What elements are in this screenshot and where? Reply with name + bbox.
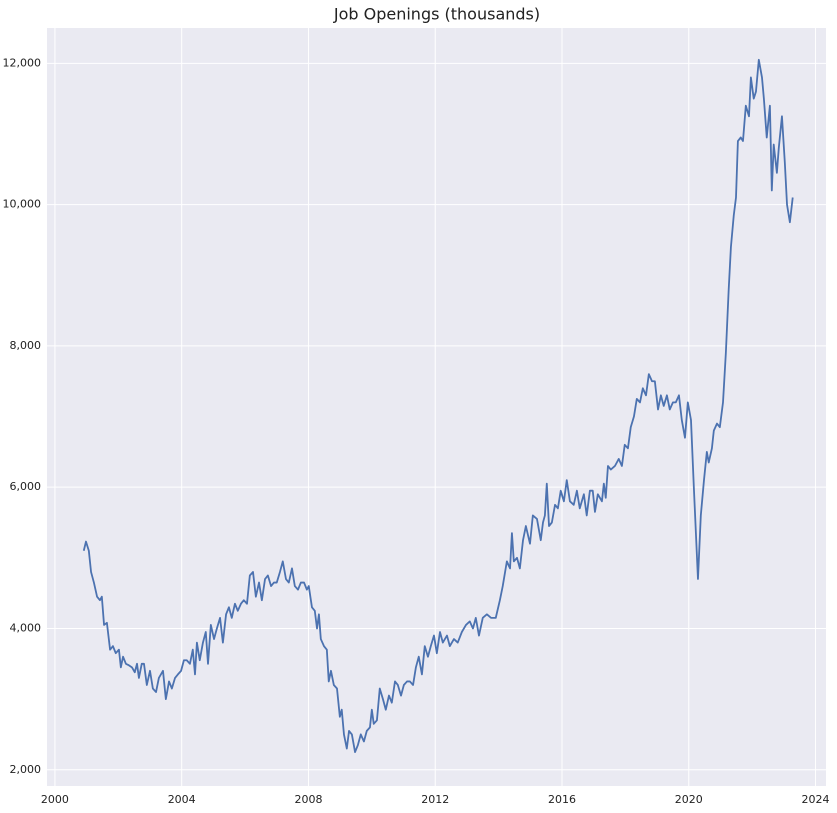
y-tick-label: 2,000 <box>10 763 42 776</box>
y-tick-label: 10,000 <box>3 198 42 211</box>
x-tick-label: 2020 <box>675 793 703 806</box>
y-tick-label: 8,000 <box>10 339 42 352</box>
x-tick-label: 2004 <box>168 793 196 806</box>
data-line <box>82 58 794 753</box>
y-tick-label: 6,000 <box>10 480 42 493</box>
x-tick-label: 2000 <box>41 793 69 806</box>
y-tick-label: 12,000 <box>3 56 42 69</box>
x-tick-label: 2008 <box>294 793 322 806</box>
x-tick-label: 2016 <box>548 793 576 806</box>
plot-area <box>47 28 826 786</box>
chart-title: Job Openings (thousands) <box>333 5 540 24</box>
y-tick-label: 4,000 <box>10 621 42 634</box>
x-tick-label: 2012 <box>421 793 449 806</box>
x-tick-label: 2024 <box>802 793 830 806</box>
